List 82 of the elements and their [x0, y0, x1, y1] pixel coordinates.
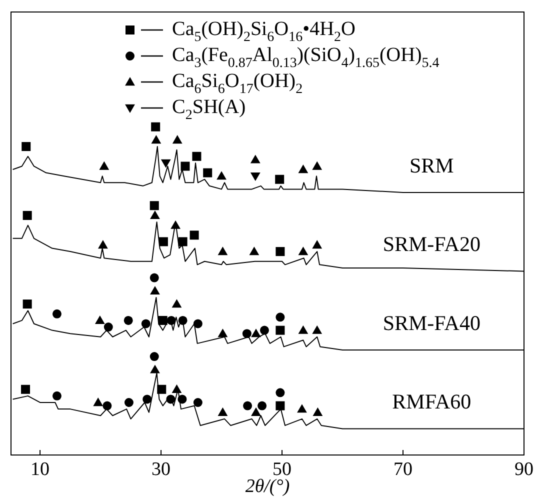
point — [22, 300, 32, 309]
point — [172, 135, 182, 144]
point — [52, 391, 62, 400]
legend-label: C$_{2}$SH(A) — [172, 96, 246, 123]
point — [178, 316, 188, 325]
point — [216, 171, 226, 180]
point — [52, 309, 62, 318]
point — [312, 407, 323, 416]
point — [166, 316, 176, 325]
series-label: RMFA60 — [392, 390, 472, 414]
point — [298, 164, 308, 174]
point — [151, 122, 160, 132]
point — [312, 325, 322, 334]
point — [218, 407, 228, 416]
x-tick-label: 30 — [152, 459, 171, 480]
point — [192, 152, 202, 161]
point — [124, 398, 134, 407]
point — [251, 407, 261, 416]
point — [102, 401, 112, 410]
point — [298, 246, 308, 256]
point — [242, 329, 252, 338]
point — [275, 174, 284, 184]
point — [193, 319, 202, 328]
point — [150, 364, 160, 374]
point — [124, 316, 133, 325]
x-tick-label: 90 — [514, 459, 534, 480]
point — [150, 286, 160, 295]
point — [297, 404, 307, 413]
point — [150, 210, 160, 220]
point — [22, 142, 31, 152]
x-tick-label: 70 — [394, 459, 413, 480]
point — [178, 394, 187, 404]
point — [158, 237, 168, 246]
point — [193, 398, 202, 407]
point — [180, 162, 190, 171]
point — [249, 246, 260, 256]
point — [158, 316, 168, 325]
point — [250, 172, 260, 182]
point — [190, 230, 199, 240]
point — [298, 325, 308, 334]
text: Ca$_{3}$(Fe$_{0.87}$Al$_{0.13}$)(SiO$_{4}$)$_{1.65}$(OH)$_{5.4}$ — [172, 44, 440, 71]
point — [312, 240, 322, 249]
point — [172, 384, 182, 393]
point — [150, 273, 159, 282]
point — [151, 135, 162, 144]
point — [170, 220, 180, 229]
point — [166, 394, 176, 404]
point — [218, 328, 228, 338]
point — [276, 401, 285, 410]
point — [178, 237, 188, 246]
point — [172, 299, 182, 308]
point — [203, 168, 212, 178]
point — [93, 398, 104, 406]
point — [142, 394, 152, 404]
point — [250, 154, 260, 164]
series-label: SRM-FA20 — [382, 232, 480, 256]
text: Ca$_{5}$(OH)$_{2}$Si$_{6}$O$_{16}$•4H$_{2}$O — [172, 18, 356, 45]
point — [22, 210, 32, 220]
point — [160, 159, 171, 168]
point — [94, 316, 105, 324]
point — [260, 326, 269, 335]
point — [104, 322, 113, 332]
point — [276, 312, 285, 322]
point — [98, 240, 108, 249]
point — [276, 326, 285, 335]
point — [150, 352, 159, 362]
point — [150, 201, 159, 210]
point — [312, 161, 322, 170]
legend-label: Ca$_{6}$Si$_{6}$O$_{17}$(OH)$_{2}$ — [172, 70, 303, 97]
point — [21, 384, 30, 394]
point — [243, 401, 252, 410]
point — [251, 328, 261, 338]
point — [218, 246, 228, 256]
point — [276, 247, 285, 256]
point — [141, 319, 150, 328]
point — [276, 388, 285, 398]
point — [99, 161, 110, 170]
series-label: SRM-FA40 — [382, 310, 480, 335]
series-label: SRM — [409, 153, 454, 178]
point — [258, 401, 267, 410]
x-tick-label: 10 — [30, 459, 50, 480]
point — [157, 384, 166, 394]
